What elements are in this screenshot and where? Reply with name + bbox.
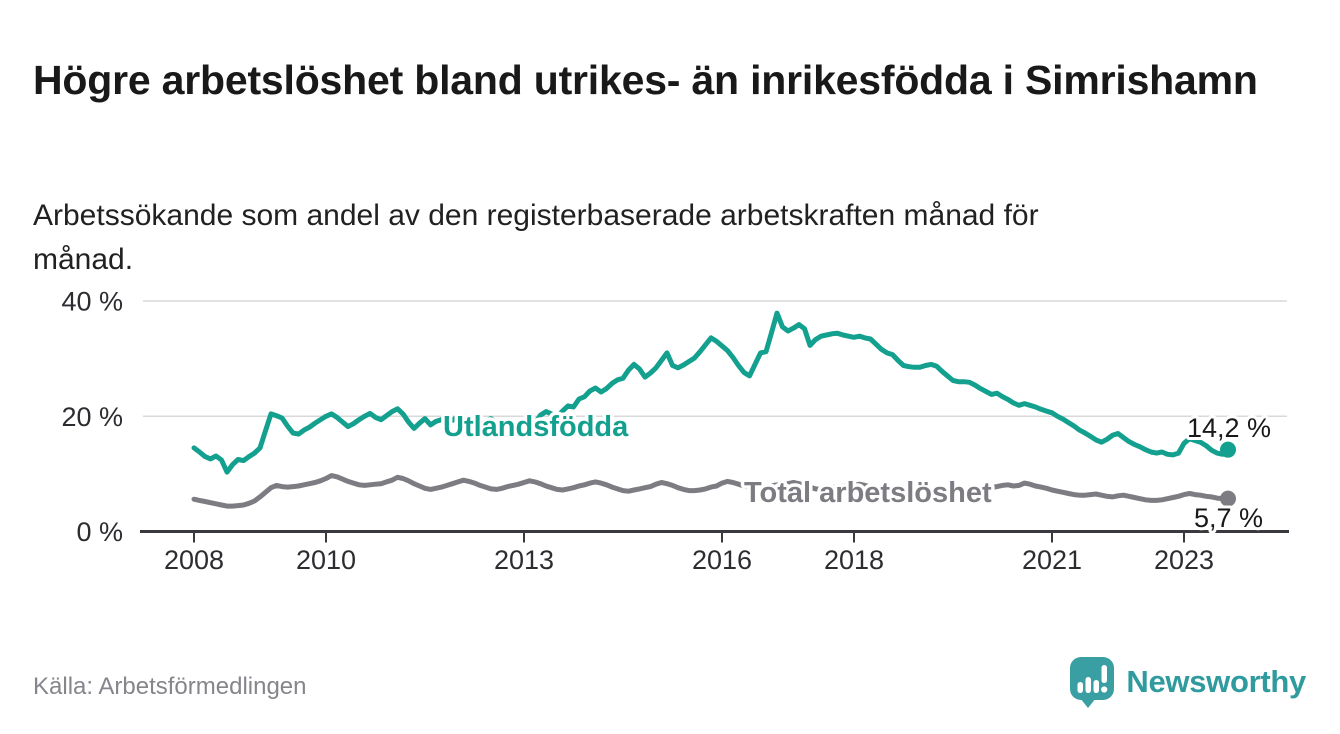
- grid-layer: [143, 300, 1287, 418]
- series-layer: [191, 310, 1236, 509]
- newsworthy-wordmark: Newsworthy: [1126, 664, 1306, 699]
- x-tick-label-2016: 2016: [692, 545, 752, 575]
- series-label-total-arbetsloshet: Total arbetslöshet: [744, 477, 992, 509]
- end-value-label-total-arbetsloshet: 5,7 %: [1194, 503, 1263, 533]
- line-chart: 0 %20 %40 %2008 2010 2013 2016 2018 2021 2023 …: [61, 287, 1289, 576]
- annotation-layer: Utlandsfödda Total arbetslöshet 14,2 % 5…: [440, 408, 1275, 537]
- series-line-utlandsf-dda: [191, 310, 1231, 475]
- series-label-utlandsfodda: Utlandsfödda: [443, 411, 629, 443]
- y-tick-label-0: 0 %: [76, 517, 123, 547]
- y-tick-label-20: 20 %: [61, 402, 123, 432]
- chart-subtitle: Arbetssökande som andel av den registerb…: [33, 194, 1273, 281]
- x-tick-label-2023: 2023: [1154, 545, 1214, 575]
- series-end-dot-utlandsf-dda: [1220, 441, 1236, 458]
- chart-subtitle-line-1: Arbetssökande som andel av den registerb…: [33, 199, 1039, 232]
- x-tick-label-2021: 2021: [1022, 545, 1082, 575]
- y-tick-label-40: 40 %: [61, 287, 123, 317]
- newsworthy-logo-icon: [1070, 657, 1115, 708]
- newsworthy-logo: Newsworthy: [1069, 656, 1306, 708]
- source-note: Källa: Arbetsförmedlingen: [33, 673, 307, 700]
- axis-ticks: 0 % 20 % 40 % 2008 2010 2013 2016 2018 2021 2023: [61, 287, 1214, 576]
- series-line-total-arbetsl-shet: [191, 473, 1231, 509]
- chart-subtitle-line-2: månad.: [33, 242, 134, 276]
- end-value-label-utlandsfodda: 14,2 %: [1187, 413, 1271, 443]
- x-tick-label-2008: 2008: [164, 545, 224, 575]
- x-tick-label-2010: 2010: [296, 545, 356, 575]
- page-title: Högre arbetslöshet bland utrikes- än inr…: [33, 57, 1258, 104]
- x-tick-label-2018: 2018: [824, 545, 884, 575]
- x-tick-label-2013: 2013: [494, 545, 554, 575]
- series-end-dot-total-arbetsl-shet: [1220, 490, 1236, 507]
